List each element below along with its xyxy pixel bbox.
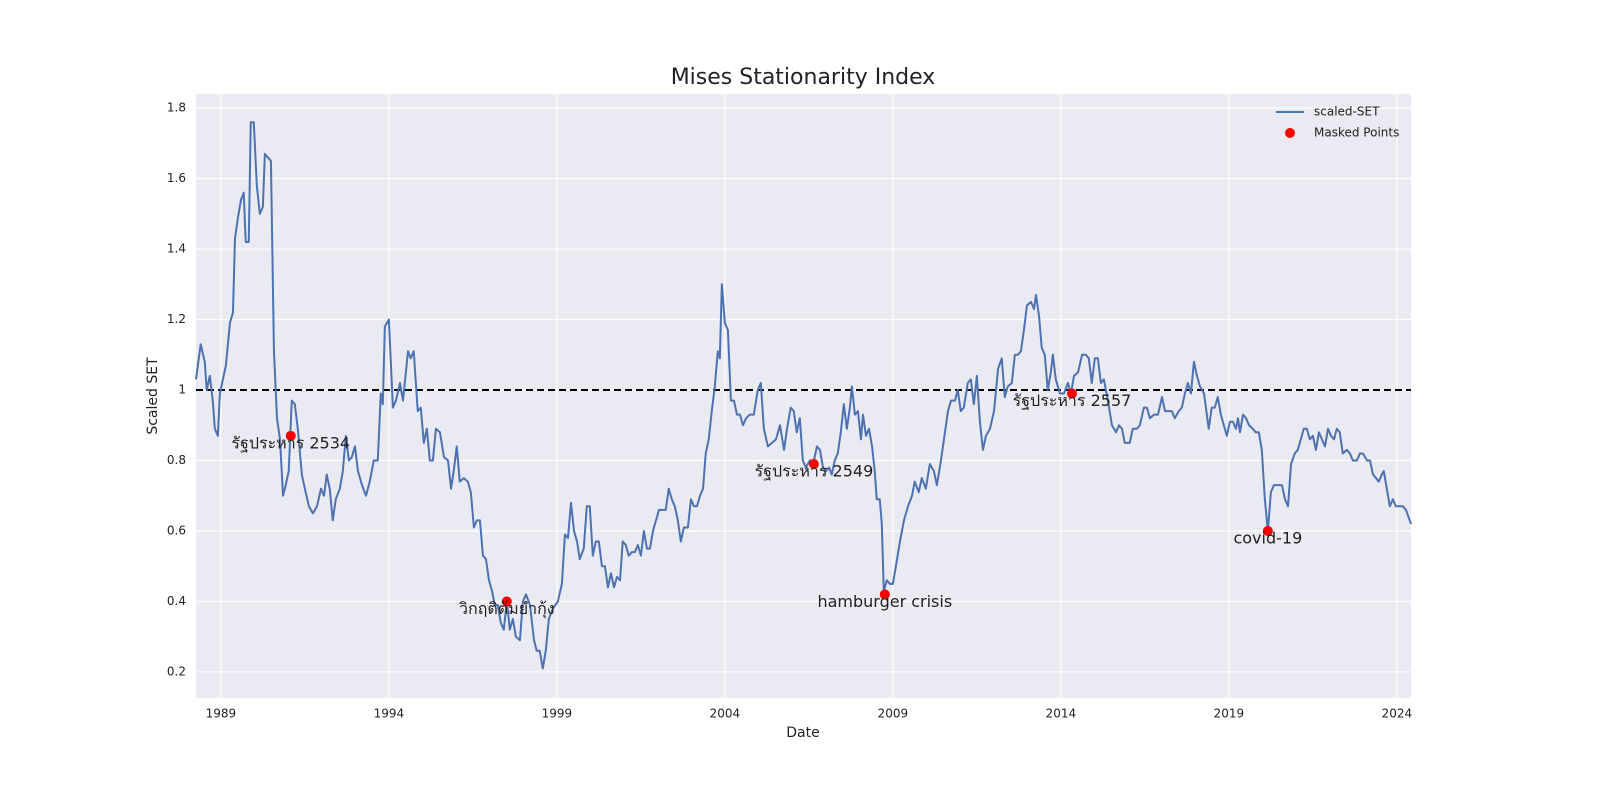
- x-tick-label: 2019: [1214, 707, 1245, 721]
- annotation: รัฐประหาร 2534: [231, 433, 350, 452]
- x-tick-label: 2009: [878, 707, 909, 721]
- plot-area: [196, 94, 1411, 698]
- masked-point: [501, 596, 512, 607]
- annotation: วิกฤติต้มยำกุ้ง: [459, 599, 555, 619]
- x-tick-label: 2014: [1046, 707, 1077, 721]
- y-tick-label: 1.2: [167, 312, 186, 326]
- y-tick-label: 1: [178, 383, 186, 397]
- x-tick-label: 1989: [206, 707, 237, 721]
- x-tick-label: 1994: [374, 707, 405, 721]
- y-tick-label: 0.4: [167, 594, 186, 608]
- masked-point: [1262, 525, 1273, 536]
- chart-title: Mises Stationarity Index: [671, 65, 936, 90]
- legend-label: scaled-SET: [1314, 105, 1380, 119]
- y-tick-label: 0.6: [167, 523, 186, 537]
- y-tick-label: 0.2: [167, 664, 186, 678]
- masked-point: [285, 430, 296, 441]
- annotation: รัฐประหาร 2557: [1013, 391, 1132, 410]
- masked-point: [879, 589, 890, 600]
- x-axis-label: Date: [786, 725, 819, 741]
- annotation: รัฐประหาร 2549: [755, 462, 874, 481]
- data-line: [195, 121, 1412, 670]
- masked-point: [808, 459, 819, 470]
- x-tick-label: 1999: [542, 707, 573, 721]
- y-tick-label: 1.4: [167, 242, 186, 256]
- x-tick-label: 2004: [710, 707, 741, 721]
- legend-marker: [1285, 128, 1295, 138]
- y-tick-label: 0.8: [167, 453, 186, 467]
- legend-label: Masked Points: [1314, 126, 1399, 140]
- y-tick-label: 1.8: [167, 101, 186, 115]
- y-tick-label: 1.6: [167, 171, 186, 185]
- x-tick-label: 2024: [1382, 707, 1413, 721]
- annotation: covid-19: [1233, 528, 1302, 547]
- y-axis-label: Scaled SET: [145, 357, 161, 435]
- annotation: hamburger crisis: [817, 592, 952, 611]
- masked-point: [1066, 388, 1077, 399]
- grid: [196, 94, 1411, 698]
